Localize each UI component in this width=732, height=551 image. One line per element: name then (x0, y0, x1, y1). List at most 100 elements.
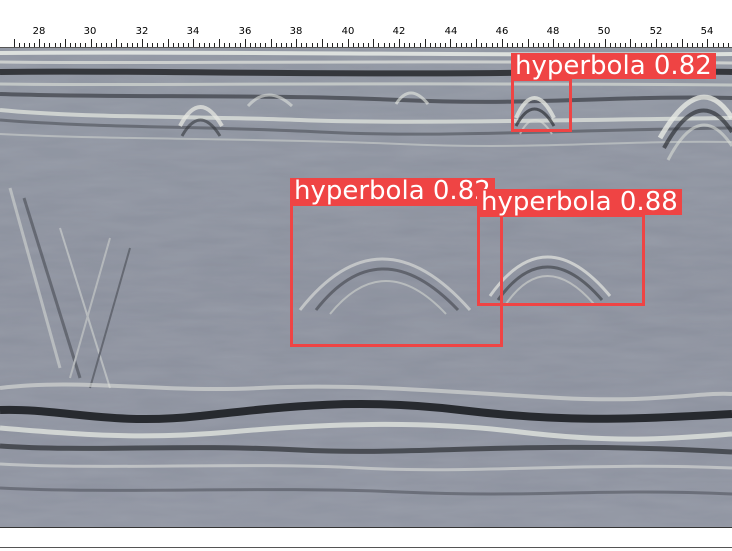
ruler-tick (594, 43, 596, 47)
ruler-tick (100, 43, 102, 47)
ruler-tick (656, 39, 657, 47)
ruler-tick (434, 43, 436, 47)
ruler-tick (465, 43, 467, 47)
ruler-tick (393, 43, 395, 47)
ruler-tick (681, 39, 683, 47)
ruler-tick (568, 43, 570, 47)
ruler-tick (172, 43, 174, 47)
ruler-tick (460, 43, 462, 47)
ruler-tick (234, 43, 236, 47)
ruler-tick (136, 43, 138, 47)
ruler-tick (491, 43, 493, 47)
bottom-divider (0, 547, 732, 548)
shallow-hyperbolas (178, 91, 732, 161)
ruler-tick (208, 43, 210, 47)
ruler-tick (198, 43, 200, 47)
ruler-tick (249, 43, 251, 47)
ruler-tick (486, 43, 488, 47)
ruler-label-30: 30 (83, 26, 97, 37)
ruler-label-46: 46 (495, 26, 509, 37)
ruler-label-36: 36 (238, 26, 252, 37)
ruler-tick (481, 43, 483, 47)
ruler-tick (388, 43, 390, 47)
deep-bands (0, 382, 732, 496)
ruler-tick (270, 39, 272, 47)
ruler-tick (666, 43, 668, 47)
ruler-tick (152, 43, 154, 47)
ruler-tick (609, 43, 611, 47)
ruler-tick (177, 43, 179, 47)
ruler-tick (224, 43, 226, 47)
ruler-tick (357, 43, 359, 47)
ruler-tick (147, 43, 149, 47)
ruler-tick (121, 43, 123, 47)
ruler-tick (727, 43, 729, 47)
ruler-tick (54, 43, 56, 47)
ruler-tick (707, 39, 709, 47)
ruler-tick (470, 43, 472, 47)
ruler-tick (162, 43, 164, 47)
ruler-tick (527, 39, 529, 47)
ruler-tick (650, 43, 652, 47)
ruler-tick (111, 43, 113, 47)
ruler-tick (399, 39, 400, 47)
ruler-tick (244, 39, 246, 47)
ruler-label-42: 42 (392, 26, 406, 37)
ruler-tick (537, 43, 539, 47)
ruler-tick (573, 43, 575, 47)
ruler-tick (239, 43, 241, 47)
ruler-tick (337, 43, 339, 47)
ruler-tick (640, 43, 642, 47)
ruler-tick (126, 43, 128, 47)
ruler-tick (275, 43, 277, 47)
ruler-tick (563, 43, 565, 47)
ruler-tick (213, 43, 215, 47)
ruler-tick (183, 43, 185, 47)
ruler-tick (614, 43, 616, 47)
ruler-tick (203, 43, 205, 47)
ruler-tick (501, 39, 503, 47)
ruler-tick (373, 39, 375, 47)
ruler-tick (157, 43, 159, 47)
ruler-tick (219, 39, 221, 47)
ruler-tick (512, 43, 514, 47)
ruler-tick (429, 43, 431, 47)
ruler-tick (496, 43, 498, 47)
left-diagonal-reflections (8, 187, 131, 389)
ruler-tick (506, 43, 508, 47)
ruler-tick (316, 43, 318, 47)
ruler-tick (64, 39, 66, 47)
ruler-tick (589, 43, 591, 47)
ruler-tick (260, 43, 262, 47)
ruler-tick (352, 43, 354, 47)
ruler-tick (553, 39, 555, 47)
ruler-tick (712, 43, 714, 47)
ruler-tick (676, 43, 678, 47)
ruler-tick (23, 43, 25, 47)
ruler-tick (635, 43, 637, 47)
ruler-tick (542, 43, 544, 47)
ruler-tick (321, 39, 323, 47)
radargram-image (0, 48, 732, 527)
ruler-tick (620, 43, 622, 47)
ruler-tick (630, 39, 632, 47)
ruler-tick (455, 43, 457, 47)
ruler-tick (584, 43, 586, 47)
ruler-tick (671, 43, 673, 47)
ruler-label-54: 54 (700, 26, 714, 37)
ruler-tick (578, 39, 580, 47)
ruler-tick (34, 43, 36, 47)
ruler-tick (131, 43, 133, 47)
ruler-tick (378, 43, 380, 47)
ruler-tick (404, 43, 406, 47)
ruler-tick (85, 43, 87, 47)
bottom-strip (0, 527, 732, 551)
ruler-tick (717, 43, 719, 47)
ruler-tick (311, 43, 313, 47)
ruler-tick (645, 43, 647, 47)
ruler-tick (280, 43, 282, 47)
ruler-tick (445, 43, 447, 47)
ruler-tick (347, 39, 349, 47)
ruler-label-28: 28 (32, 26, 46, 37)
ruler-tick (332, 43, 334, 47)
